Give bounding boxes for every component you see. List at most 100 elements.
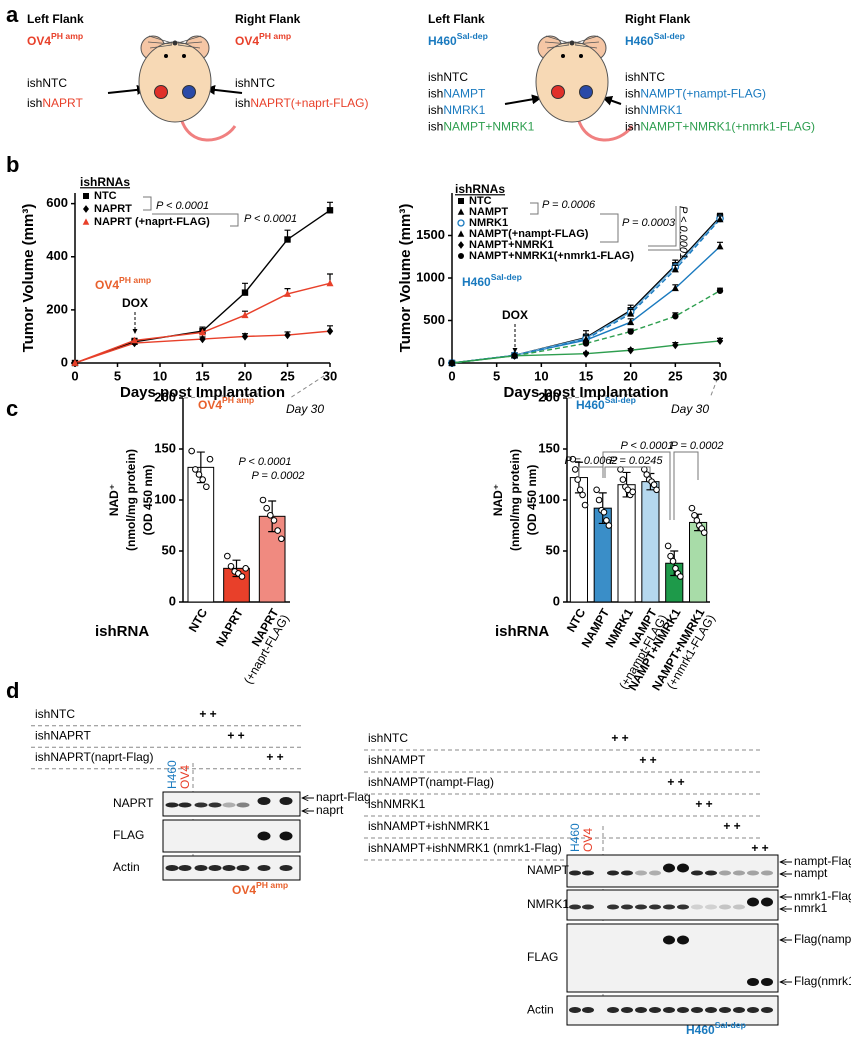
data-point xyxy=(511,352,518,359)
x-axis-title: Days post Implantation xyxy=(503,384,668,401)
p-value: P < 0.0001 xyxy=(677,206,689,259)
x-tick-label: NTC xyxy=(564,606,589,635)
condition-label: ishNAMPT+ishNMRK1 xyxy=(368,819,490,833)
legend-marker xyxy=(457,208,465,215)
mouse xyxy=(137,34,237,142)
x-tick-label: 30 xyxy=(713,368,727,383)
shrna-item: ishNAPRT(+naprt-FLAG) xyxy=(235,96,369,110)
bar xyxy=(617,484,636,603)
shrna-prefix: ish xyxy=(428,120,443,134)
shrna-name: NTC xyxy=(250,76,275,90)
condition-marks: + + xyxy=(266,750,283,764)
shrna-item: ishNAMPT(+nampt-FLAG) xyxy=(625,87,766,101)
model-suffix: PH amp xyxy=(51,31,83,41)
band xyxy=(621,904,633,910)
band xyxy=(279,865,293,871)
data-point xyxy=(270,517,278,524)
legend-title: ishRNAs xyxy=(455,182,505,196)
blot-label: NMRK1 xyxy=(527,897,569,911)
data-point xyxy=(259,496,267,504)
y-tick-label: 0 xyxy=(438,354,445,369)
y-axis-title: Tumor Volume (mm³) xyxy=(397,204,414,353)
blot-label: FLAG xyxy=(113,828,144,842)
x-tick-label: 25 xyxy=(668,368,682,383)
band xyxy=(194,802,208,808)
legend-label: NAPRT xyxy=(94,203,132,215)
model-label: OV4PH amp xyxy=(235,31,291,48)
p-value-bracket xyxy=(673,451,699,520)
shrna-name: NTC xyxy=(42,76,67,90)
band xyxy=(663,904,675,910)
data-point xyxy=(664,542,672,550)
data-point xyxy=(619,476,627,483)
data-point xyxy=(199,334,206,344)
band-label: nmrk1-Flag xyxy=(794,889,851,903)
y-tick-label: 0 xyxy=(553,593,560,608)
bar xyxy=(187,466,215,603)
data-point xyxy=(582,340,590,347)
band xyxy=(677,1007,689,1013)
data-point xyxy=(199,476,206,483)
band xyxy=(677,863,689,873)
band xyxy=(279,797,293,805)
shrna-name: NAMPT(+nampt-FLAG) xyxy=(640,87,766,101)
band xyxy=(635,1007,647,1013)
band xyxy=(649,870,661,876)
condition-label: ishNAPRT xyxy=(35,729,91,743)
data-point xyxy=(671,284,679,292)
model-label: H460Sal-dep xyxy=(625,31,685,48)
y-tick-label: 400 xyxy=(46,248,68,263)
p-value: P < 0.0001 xyxy=(244,213,297,225)
band xyxy=(677,935,689,945)
condition-label: ishNAMPT(nampt-Flag) xyxy=(368,775,494,789)
data-point xyxy=(576,486,584,494)
zoom-connector xyxy=(567,371,721,399)
data-point xyxy=(188,447,195,455)
band xyxy=(208,802,222,808)
x-axis-title: ishRNA xyxy=(495,623,549,640)
condition-marks: + + xyxy=(667,775,684,789)
arrow xyxy=(107,84,147,95)
legend-marker xyxy=(83,205,89,213)
y-tick-label: 600 xyxy=(46,195,68,210)
data-point xyxy=(629,488,637,496)
p-value: P = 0.0002 xyxy=(251,470,304,482)
p-value-bracket xyxy=(530,202,539,215)
shrna-item: ishNTC xyxy=(235,76,275,90)
lane-label: OV4 xyxy=(178,765,192,789)
x-axis-title: ishRNA xyxy=(95,623,149,640)
band xyxy=(649,1007,661,1013)
shrna-item: ishNMRK1 xyxy=(428,103,486,117)
legend-label: NAPRT (+naprt-FLAG) xyxy=(94,216,210,228)
y-tick-label: 1500 xyxy=(416,227,445,242)
x-tick-label: NAPRT xyxy=(213,606,246,649)
y-axis-title: (OD 450 nm) xyxy=(525,465,539,536)
data-point xyxy=(605,522,613,529)
band xyxy=(649,904,661,910)
band xyxy=(705,870,717,876)
model-suffix: Sal-dep xyxy=(715,1020,746,1030)
data-point xyxy=(671,265,679,273)
shrna-prefix: ish xyxy=(625,120,640,134)
legend-label: NMRK1 xyxy=(469,217,508,229)
panel-label: a xyxy=(6,2,19,27)
y-tick-label: 1000 xyxy=(416,269,445,284)
legend-label: NAMPT(+nampt-FLAG) xyxy=(469,228,589,240)
data-point xyxy=(284,236,291,243)
data-point xyxy=(241,289,249,296)
shrna-name: NAMPT+NMRK1 xyxy=(443,120,534,134)
model-suffix: PH amp xyxy=(119,275,151,285)
data-point xyxy=(571,466,579,473)
day-label: Day 30 xyxy=(286,402,324,416)
y-tick-label: 0 xyxy=(61,354,68,369)
y-axis-title: (nmol/mg protein) xyxy=(124,449,138,551)
dox-label: DOX xyxy=(122,296,148,310)
data-point xyxy=(242,565,249,572)
shrna-name: NAMPT+NMRK1(+nmrk1-FLAG) xyxy=(640,120,815,134)
model-suffix: PH amp xyxy=(259,31,291,41)
legend-marker xyxy=(457,230,465,237)
data-point xyxy=(716,242,724,250)
flank-title: Right Flank xyxy=(625,12,691,26)
shrna-item: ishNAMPT+NMRK1 xyxy=(428,120,535,134)
